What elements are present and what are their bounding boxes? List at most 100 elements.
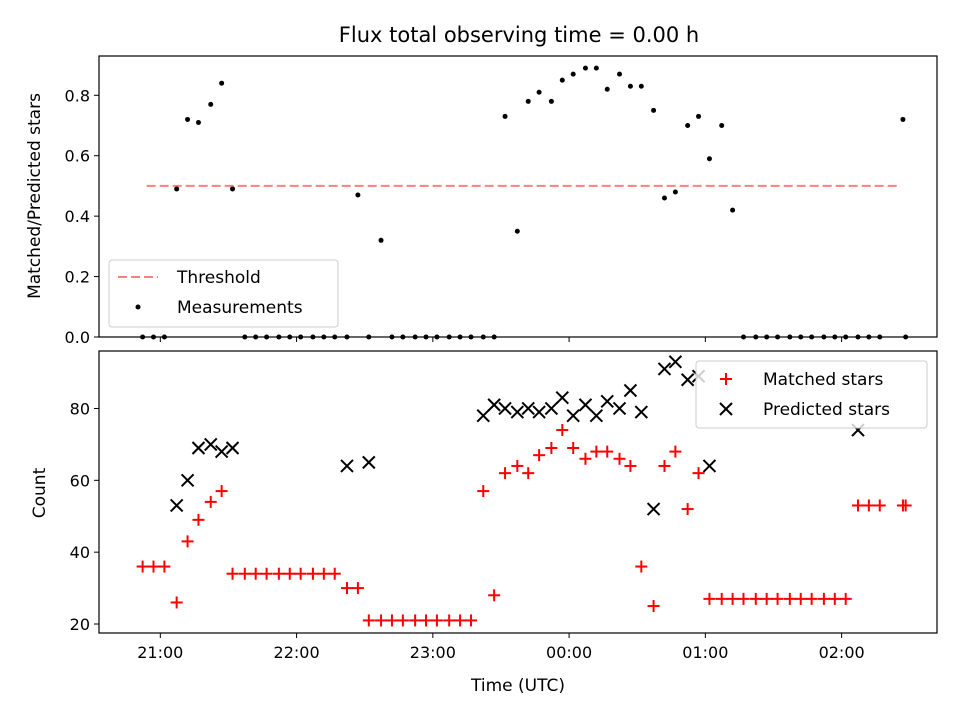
predicted-star-point (340, 459, 354, 473)
ratio-y-tick-label: 0.4 (65, 207, 90, 226)
predicted-star-point (634, 405, 649, 419)
predicted-star-point (362, 455, 376, 470)
matched-star-point (715, 592, 728, 605)
predicted-stars-points (169, 355, 865, 516)
predicted-star-point (555, 390, 569, 405)
matched-star-point (590, 445, 603, 458)
count-x-ticks: 21:00 22:00 23:00 00:00 01:00 02:00 (137, 633, 865, 662)
measurement-point (219, 80, 225, 86)
measurements-legend-label: Measurements (177, 298, 303, 318)
matched-star-point (613, 452, 626, 465)
matched-legend-label: Matched stars (763, 370, 883, 390)
count-y-ticks: 20 40 60 80 (70, 399, 99, 634)
matched-star-point (635, 560, 648, 573)
matched-star-point (443, 614, 456, 627)
matched-star-point (669, 445, 682, 458)
count-x-tick-label: 21:00 (137, 643, 183, 662)
predicted-star-point (214, 444, 229, 459)
matched-star-point (737, 592, 750, 605)
ratio-legend: Threshold Measurements (108, 259, 339, 328)
measurement-point (900, 116, 906, 122)
measurement-point (378, 237, 384, 243)
matched-star-point (192, 513, 205, 526)
measurement-point (719, 122, 725, 128)
ratio-x-ticks (159, 337, 843, 342)
measurement-point (617, 71, 623, 77)
matched-star-point (181, 535, 194, 548)
matched-star-point (328, 567, 341, 580)
matched-star-point (147, 560, 160, 573)
matched-star-point (828, 592, 841, 605)
count-legend-box (695, 360, 928, 429)
predicted-star-point (657, 362, 672, 376)
measurement-point (593, 65, 599, 71)
matched-star-point (226, 567, 239, 580)
matched-star-point (396, 614, 409, 627)
measurement-point (230, 186, 236, 192)
measurement-point (582, 65, 588, 71)
count-y-tick-label: 20 (70, 615, 90, 634)
measurement-point (685, 122, 691, 128)
measurement-point (730, 207, 736, 213)
matched-star-point (351, 582, 364, 595)
matched-star-point (488, 589, 501, 602)
matched-star-point (545, 441, 558, 454)
measurement-point (627, 83, 633, 89)
matched-star-point (681, 503, 694, 516)
measurement-point (706, 156, 712, 162)
count-y-axis-label: Count (30, 467, 50, 518)
predicted-star-point (532, 405, 546, 419)
matched-star-point (805, 592, 818, 605)
matched-star-point (794, 592, 807, 605)
matched-star-point (385, 614, 398, 627)
measurement-point (502, 113, 508, 119)
predicted-star-point (180, 473, 195, 488)
predicted-star-point (702, 459, 717, 473)
measurement-point (604, 86, 610, 92)
count-y-tick-label: 40 (70, 543, 90, 562)
matched-star-point (454, 614, 467, 627)
count-y-tick-label: 60 (70, 471, 90, 490)
predicted-star-point (600, 394, 614, 409)
matched-star-point (771, 592, 784, 605)
count-x-tick-label: 22:00 (274, 643, 320, 662)
ratio-y-axis-label: Matched/Predicted stars (25, 93, 45, 299)
measurement-point (548, 98, 554, 104)
matched-star-point (136, 560, 149, 573)
matched-star-point (340, 582, 353, 595)
predicted-star-point (612, 401, 627, 416)
matched-legend-swatch (720, 373, 732, 385)
count-x-tick-label: 01:00 (682, 643, 728, 662)
matched-star-point (726, 592, 739, 605)
measurement-point (525, 98, 531, 104)
predicted-legend-label: Predicted stars (763, 400, 890, 420)
count-legend: Matched stars Predicted stars (695, 360, 928, 429)
measurement-point (174, 186, 180, 192)
matched-star-point (817, 592, 830, 605)
predicted-star-point (191, 441, 206, 455)
matched-swatch-mark (720, 373, 732, 385)
measurement-point (208, 101, 214, 107)
measurement-point (559, 77, 565, 83)
matched-star-point (362, 614, 375, 627)
ratio-y-tick-label: 0.6 (65, 147, 90, 166)
measurement-point (355, 192, 361, 198)
matched-stars-points (136, 424, 912, 627)
ratio-panel: 0.00.20.40.60.8 Matched/Predicted stars … (25, 55, 938, 347)
matched-star-point (283, 567, 296, 580)
matched-star-point (624, 459, 637, 472)
matched-star-point (522, 467, 535, 480)
count-x-tick-label: 23:00 (410, 643, 456, 662)
matched-star-point (647, 600, 660, 613)
matched-star-point (601, 445, 614, 458)
matched-star-point (851, 499, 864, 512)
predicted-star-point (578, 398, 593, 412)
predicted-swatch-mark (719, 402, 733, 416)
measurement-point (195, 119, 201, 125)
ratio-legend-box (108, 259, 339, 328)
matched-star-point (749, 592, 762, 605)
ratio-panel-border (98, 55, 938, 338)
measurement-point (696, 113, 702, 119)
matched-star-point (430, 614, 443, 627)
